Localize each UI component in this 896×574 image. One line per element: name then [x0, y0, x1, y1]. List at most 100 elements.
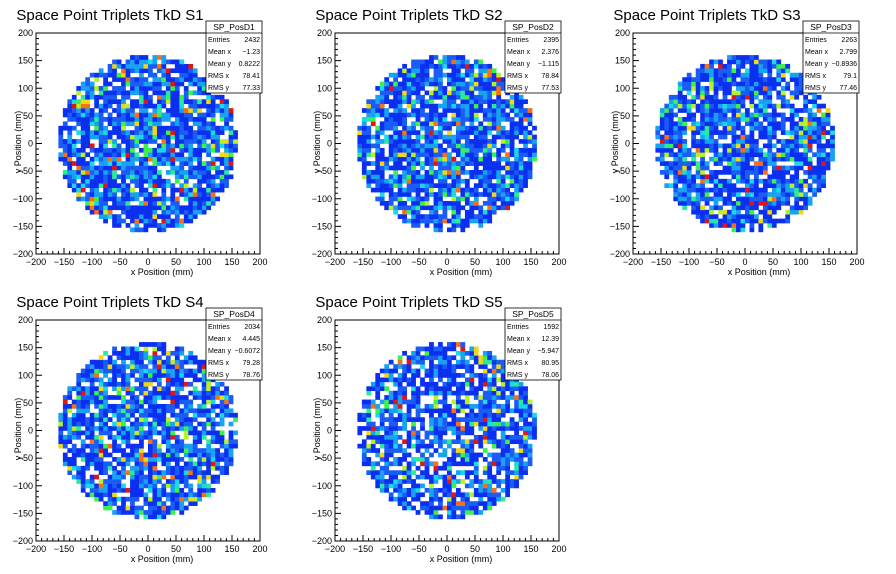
- heatmap-bin: [197, 134, 203, 140]
- heatmap-bin: [438, 143, 443, 149]
- heatmap-bin: [816, 187, 822, 193]
- heatmap-bin: [85, 152, 91, 158]
- heatmap-bin: [388, 72, 394, 78]
- heatmap-bin: [134, 359, 140, 365]
- heatmap-bin: [130, 103, 135, 109]
- heatmap-bin: [148, 439, 153, 445]
- heatmap-bin: [112, 68, 117, 74]
- heatmap-bin: [174, 368, 180, 374]
- heatmap-bin: [215, 381, 220, 387]
- heatmap-bin: [509, 116, 515, 122]
- heatmap-bin: [89, 209, 95, 215]
- y-tick-label: −200: [13, 536, 33, 546]
- heatmap-bin: [139, 174, 144, 180]
- stats-value: 77.33: [242, 85, 260, 92]
- heatmap-bin: [156, 81, 162, 87]
- heatmap-bin: [704, 94, 710, 100]
- heatmap-bin: [361, 452, 367, 458]
- heatmap-bin: [165, 125, 171, 131]
- heatmap-bin: [491, 72, 497, 78]
- heatmap-bin: [94, 483, 100, 489]
- heatmap-bin: [487, 63, 493, 69]
- heatmap-bin: [487, 130, 493, 135]
- heatmap-bin: [148, 99, 153, 105]
- heatmap-bin: [370, 439, 376, 445]
- heatmap-bin: [161, 161, 167, 166]
- heatmap-bin: [152, 417, 158, 422]
- heatmap-bin: [103, 156, 108, 162]
- heatmap-bin: [201, 187, 207, 193]
- heatmap-bin: [98, 125, 104, 131]
- heatmap-bin: [125, 399, 131, 405]
- heatmap-bin: [397, 156, 403, 162]
- heatmap-bin: [103, 196, 108, 202]
- heatmap-bin: [758, 125, 764, 131]
- heatmap-bin: [370, 108, 376, 113]
- heatmap-bin: [179, 99, 185, 105]
- heatmap-bin: [165, 112, 171, 118]
- heatmap-bin: [794, 161, 800, 166]
- heatmap-bin: [758, 121, 764, 127]
- heatmap-bin: [664, 112, 670, 118]
- heatmap-bin: [482, 214, 488, 219]
- heatmap-bin: [85, 103, 91, 109]
- heatmap-bin: [188, 359, 194, 365]
- heatmap-bin: [89, 368, 95, 374]
- heatmap-bin: [206, 386, 212, 392]
- heatmap-bin: [753, 183, 759, 188]
- heatmap-bin: [803, 178, 809, 184]
- heatmap-bin: [121, 196, 126, 202]
- heatmap-bin: [103, 364, 108, 369]
- heatmap-bin: [722, 218, 728, 224]
- heatmap-bin: [505, 187, 511, 193]
- heatmap-bin: [130, 68, 135, 74]
- heatmap-bin: [174, 465, 180, 471]
- heatmap-bin: [179, 165, 185, 171]
- heatmap-bin: [731, 205, 737, 211]
- heatmap-bin: [139, 479, 144, 484]
- heatmap-bin: [722, 77, 728, 82]
- heatmap-bin: [179, 350, 185, 356]
- heatmap-bin: [749, 90, 755, 96]
- heatmap-bin: [210, 112, 216, 118]
- heatmap-bin: [152, 59, 158, 65]
- heatmap-bin: [76, 165, 82, 171]
- heatmap-bin: [442, 152, 448, 158]
- heatmap-bin: [411, 152, 416, 158]
- heatmap-bin: [143, 86, 149, 91]
- heatmap-bin: [393, 116, 399, 122]
- heatmap-bin: [71, 103, 77, 109]
- heatmap-bin: [156, 474, 162, 480]
- heatmap-bin: [224, 174, 229, 180]
- heatmap-bin: [112, 465, 117, 471]
- heatmap-bin: [165, 59, 171, 65]
- heatmap-bin: [776, 200, 782, 206]
- heatmap-bin: [85, 443, 91, 449]
- heatmap-bin: [156, 130, 162, 135]
- heatmap-bin: [473, 161, 479, 166]
- heatmap-bin: [691, 86, 697, 91]
- heatmap-bin: [98, 103, 104, 109]
- heatmap-bin: [215, 395, 220, 400]
- heatmap-bin: [201, 81, 207, 87]
- heatmap-bin: [473, 72, 479, 78]
- heatmap-bin: [130, 395, 135, 400]
- heatmap-bin: [188, 373, 194, 378]
- heatmap-bin: [76, 139, 82, 144]
- heatmap-bin: [718, 178, 723, 184]
- heatmap-bin: [161, 187, 167, 193]
- heatmap-bin: [219, 143, 225, 149]
- heatmap-bin: [174, 395, 180, 400]
- y-tick-label: 0: [28, 426, 33, 436]
- heatmap-bin: [496, 183, 502, 188]
- heatmap-bin: [523, 183, 528, 188]
- heatmap-bin: [156, 457, 162, 462]
- heatmap-bin: [771, 125, 777, 131]
- heatmap-bin: [85, 430, 91, 436]
- heatmap-bin: [686, 183, 692, 188]
- heatmap-bin: [183, 196, 189, 202]
- heatmap-bin: [668, 112, 674, 118]
- heatmap-bin: [112, 359, 117, 365]
- heatmap-bin: [762, 156, 768, 162]
